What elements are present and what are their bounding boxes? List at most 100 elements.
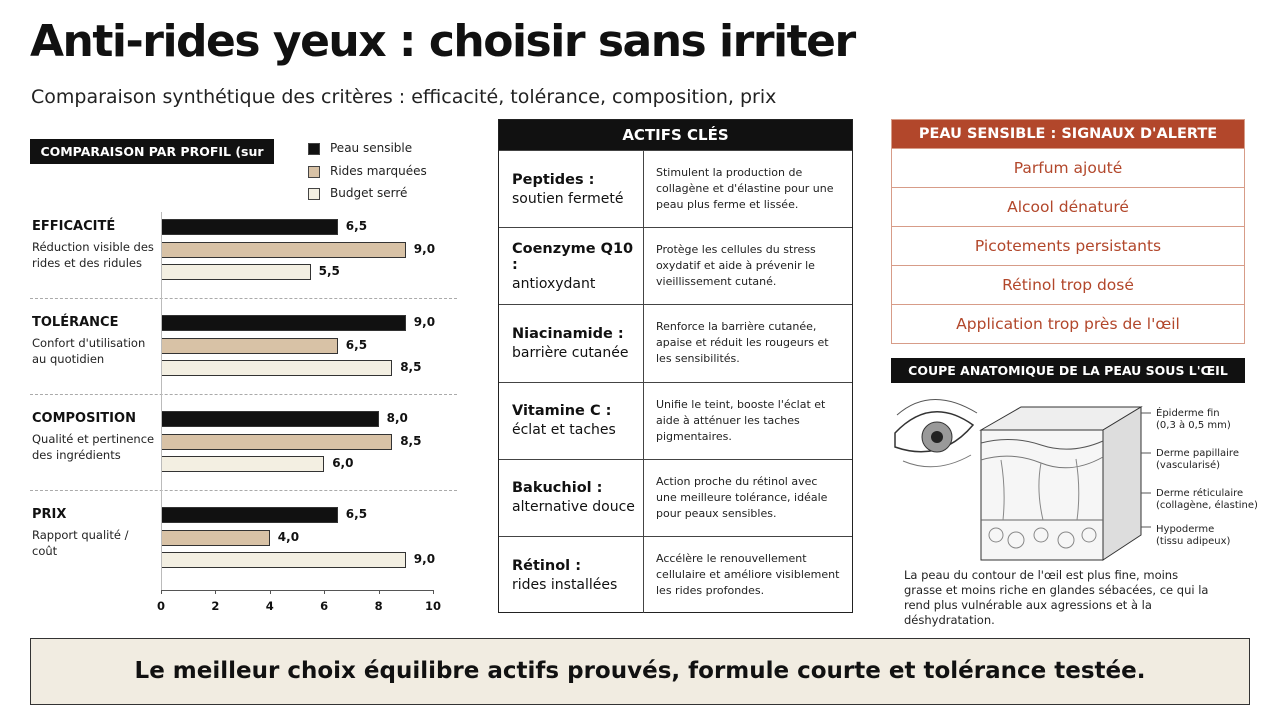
category-description: Rapport qualité / coût [32, 528, 129, 558]
active-cell: Bakuchiol : alternative douce [499, 459, 644, 536]
separator [30, 298, 457, 299]
active-description: Renforce la barrière cutanée, apaise et … [656, 320, 829, 366]
x-axis [161, 590, 433, 591]
page-subtitle: Comparaison synthétique des critères : e… [31, 86, 777, 108]
footer-banner: Le meilleur choix équilibre actifs prouv… [30, 638, 1250, 705]
alert-item: Parfum ajouté [892, 148, 1244, 187]
x-tick [215, 590, 217, 594]
active-name: Niacinamide : [512, 325, 624, 342]
x-tick [324, 590, 326, 594]
alert-item: Application trop près de l'œil [892, 304, 1244, 343]
separator [30, 490, 457, 491]
active-name: Rétinol : [512, 557, 582, 574]
category-label: COMPOSITION [32, 411, 136, 426]
layer-detail: (0,3 à 0,5 mm) [1156, 420, 1231, 431]
table-row: Peptides : soutien fermeté Stimulent la pr… [499, 150, 852, 228]
anatomy-title: COUPE ANATOMIQUE DE LA PEAU SOUS L'ŒIL [891, 358, 1245, 383]
alert-list: PEAU SENSIBLE : SIGNAUX D'ALERTE Parfum … [891, 119, 1245, 344]
bar [161, 241, 406, 258]
chart-title: COMPARAISON PAR PROFIL (sur 10) [30, 139, 274, 184]
active-role: barrière cutanée [512, 344, 629, 361]
legend-label: Peau sensible [330, 141, 413, 155]
value-label: 9,0 [413, 241, 436, 256]
category-description: Qualité et pertinence des ingrédients [32, 432, 155, 462]
active-description: Action proche du rétinol avec une meille… [656, 474, 828, 520]
separator [30, 394, 457, 395]
active-cell: Coenzyme Q10 : antioxydant [499, 228, 644, 305]
category-label: TOLÉRANCE [32, 315, 119, 330]
alert-item: Rétinol trop dosé [892, 265, 1244, 304]
page-title: Anti-rides yeux : choisir sans irriter [30, 16, 856, 67]
value-label: 4,0 [277, 529, 300, 544]
alert-item: Picotements persistants [892, 226, 1244, 265]
layer-detail: (tissu adipeux) [1156, 536, 1231, 547]
y-axis [161, 212, 162, 590]
active-name: Peptides : [512, 171, 595, 188]
table-row: Coenzyme Q10 : antioxydant Protège les cel… [499, 227, 852, 305]
active-description: Accélère le renouvellement cellulaire et… [656, 552, 840, 598]
active-cell: Peptides : soutien fermeté [499, 151, 644, 228]
x-tick-label: 10 [424, 599, 441, 613]
x-tick-label: 2 [211, 599, 220, 613]
value-label: 9,0 [413, 315, 436, 329]
value-label: 6,5 [345, 337, 368, 352]
active-description: Protège les cellules du stress oxydatif … [656, 243, 816, 289]
bar [161, 552, 406, 568]
category-description: Réduction visible des rides et des ridul… [32, 240, 154, 270]
x-tick-label: 6 [320, 599, 329, 613]
bar [161, 529, 270, 546]
bar [161, 456, 325, 472]
layer-name: Derme papillaire [1156, 448, 1239, 459]
value-label: 8,5 [400, 433, 422, 448]
anatomy-illustration [894, 399, 1151, 561]
active-cell: Niacinamide : barrière cutanée [499, 305, 644, 382]
active-cell: Rétinol : rides installées [499, 536, 644, 614]
value-label: 6,0 [332, 456, 354, 470]
active-name: Bakuchiol : [512, 480, 603, 497]
legend-swatch [308, 188, 320, 200]
value-label: 6,5 [345, 507, 368, 521]
active-role: éclat et taches [512, 422, 616, 439]
active-role: soutien fermeté [512, 190, 624, 207]
legend-swatch [308, 165, 320, 178]
x-tick [269, 590, 271, 594]
active-description: Stimulent la production de collagène et … [656, 166, 834, 212]
category-description: Confort d'utilisation au quotidien [32, 336, 146, 366]
bar [161, 264, 311, 280]
value-label: 8,5 [400, 360, 422, 374]
active-role: antioxydant [512, 275, 596, 292]
category-label: PRIX [32, 507, 67, 522]
table-row: Niacinamide : barrière cutanée Renforce la… [499, 304, 852, 382]
bar [161, 433, 393, 450]
table-row: Rétinol : rides installées Accélère le ren… [499, 535, 852, 614]
layer-name: Épiderme fin [1156, 408, 1220, 419]
category-label: EFFICACITÉ [32, 219, 116, 234]
x-tick-label: 0 [156, 599, 165, 613]
x-tick-label: 8 [374, 599, 383, 613]
active-name: Vitamine C : [512, 403, 612, 420]
bar [161, 315, 406, 331]
x-tick [161, 590, 162, 594]
bar [161, 360, 393, 376]
legend-label: Budget serré [330, 186, 408, 200]
value-label: 5,5 [318, 264, 340, 278]
layer-detail: (collagène, élastine) [1156, 500, 1258, 511]
table-row: Vitamine C : éclat et taches Unifie le tei… [499, 381, 852, 459]
bar [161, 337, 338, 354]
bar [161, 411, 379, 427]
active-role: rides installées [512, 576, 618, 593]
active-description: Unifie le teint, booste l'éclat et aide … [656, 397, 826, 443]
value-label: 6,5 [345, 219, 368, 233]
layer-name: Hypoderme [1156, 524, 1215, 535]
active-name: Coenzyme Q10 : [512, 240, 634, 273]
active-role: alternative douce [512, 499, 635, 516]
anatomy-caption: La peau du contour de l'œil est plus fin… [904, 568, 1209, 627]
legend-label: Rides marquées [330, 163, 427, 178]
layer-name: Derme réticulaire [1156, 488, 1244, 499]
table-row: Bakuchiol : alternative douce Action proch… [499, 458, 852, 536]
x-tick [433, 590, 434, 594]
alert-item: Alcool dénaturé [892, 187, 1244, 226]
x-tick-label: 4 [265, 599, 274, 613]
x-tick [378, 590, 380, 594]
